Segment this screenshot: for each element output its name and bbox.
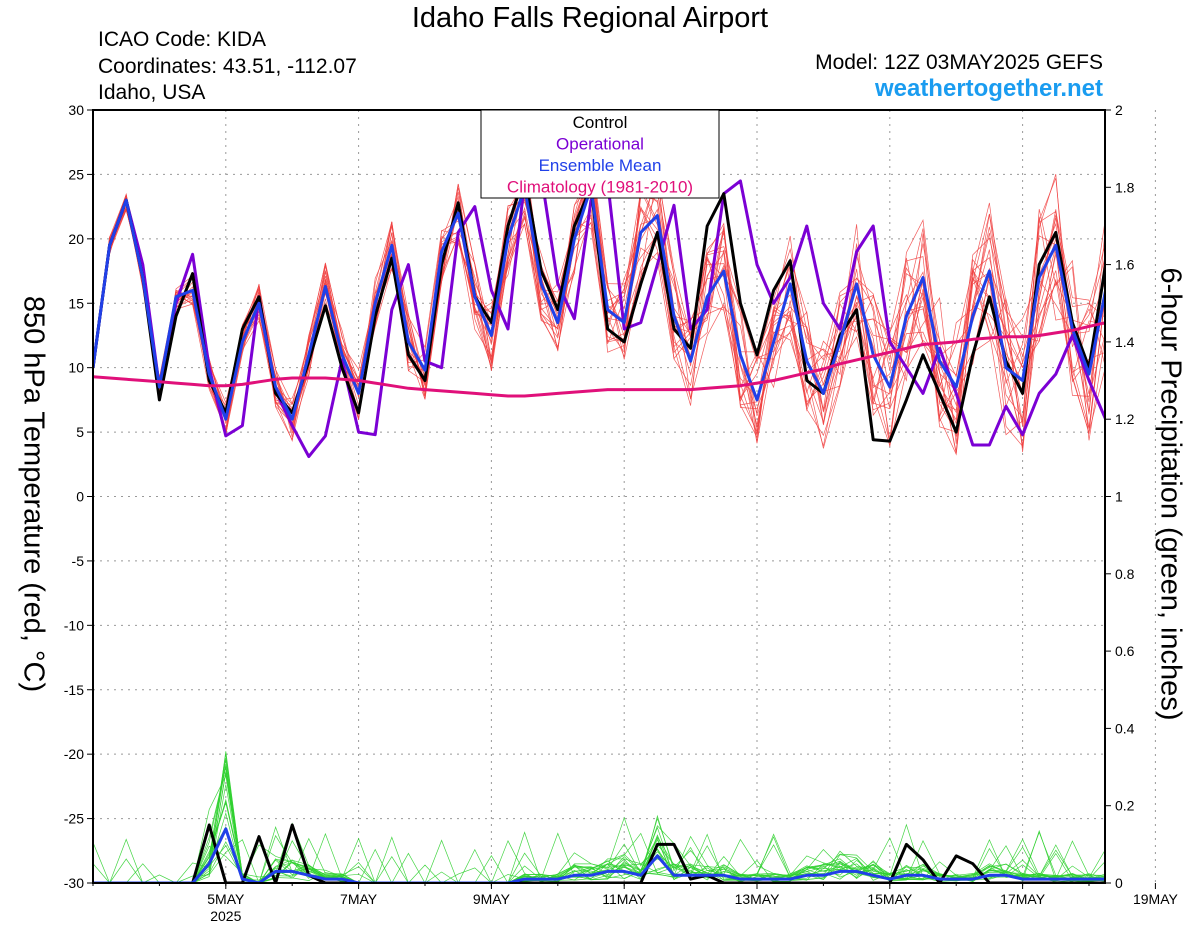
y-tick-label: 5 — [76, 424, 84, 440]
model-run: Model: 12Z 03MAY2025 GEFS — [815, 51, 1103, 74]
y-tick-label: 10 — [68, 360, 84, 376]
grid — [93, 110, 1156, 883]
icao-code: ICAO Code: KIDA — [98, 28, 267, 51]
x-year-label: 2025 — [210, 908, 241, 924]
y2-tick-label: 2 — [1115, 102, 1123, 118]
y2-tick-label: 1.6 — [1115, 257, 1135, 273]
operational-temp-line — [93, 172, 1105, 459]
climatology-temp-line — [93, 321, 1105, 398]
x-tick-label: 5MAY — [207, 891, 245, 907]
legend-entry: Ensemble Mean — [539, 156, 662, 175]
control-precip-line — [93, 823, 1105, 883]
y2-tick-label: 0.4 — [1115, 720, 1135, 736]
legend-entry: Operational — [556, 135, 644, 154]
y2-tick-label: 0 — [1115, 875, 1123, 891]
y2-tick-label: 1.4 — [1115, 334, 1135, 350]
y-tick-label: -30 — [64, 875, 84, 891]
legend: Control Operational Ensemble Mean Climatolo… — [480, 109, 720, 199]
y-tick-label: -25 — [64, 811, 84, 827]
y-tick-label: -20 — [64, 746, 84, 762]
series-lines — [93, 172, 1105, 883]
legend-box — [480, 109, 720, 199]
y2-tick-label: 1.2 — [1115, 411, 1135, 427]
legend-entry: Climatology (1981-2010) — [507, 178, 693, 197]
x-tick-label: 19MAY — [1133, 891, 1179, 907]
y-tick-label: 0 — [76, 489, 84, 505]
y2-tick-label: 0.8 — [1115, 566, 1135, 582]
region: Idaho, USA — [98, 81, 206, 104]
y2-tick-label: 0.2 — [1115, 798, 1135, 814]
y2-tick-label: 0.6 — [1115, 643, 1135, 659]
y-tick-label: 30 — [68, 102, 84, 118]
y-tick-label: 25 — [68, 166, 84, 182]
site-name: weathertogether.net — [874, 75, 1103, 102]
y2-tick-label: 1 — [1115, 489, 1123, 505]
axes: -30-25-20-15-10-505101520253000.20.40.60… — [64, 102, 1179, 924]
x-tick-label: 7MAY — [340, 891, 378, 907]
x-tick-label: 15MAY — [867, 891, 913, 907]
ensemble-mean-temp-line — [93, 185, 1105, 421]
legend-entry: Control — [573, 113, 628, 132]
x-tick-label: 9MAY — [473, 891, 511, 907]
y-tick-label: -10 — [64, 617, 84, 633]
y-tick-label: 20 — [68, 231, 84, 247]
x-tick-label: 11MAY — [602, 891, 646, 907]
x-tick-label: 13MAY — [735, 891, 781, 907]
member-precip-line — [93, 833, 1105, 883]
y-tick-label: 15 — [68, 295, 84, 311]
y-tick-label: -5 — [72, 553, 85, 569]
coordinates: Coordinates: 43.51, -112.07 — [98, 55, 357, 78]
ensemble-mean-precip-line — [93, 827, 1105, 883]
x-tick-label: 17MAY — [1000, 891, 1046, 907]
member-temp-line — [93, 169, 1105, 424]
member-temp-line — [93, 175, 1105, 452]
chart-title: Idaho Falls Regional Airport — [411, 2, 769, 34]
y2-tick-label: 1.8 — [1115, 179, 1135, 195]
y-tick-label: -15 — [64, 682, 84, 698]
ensemble-members — [93, 145, 1105, 883]
